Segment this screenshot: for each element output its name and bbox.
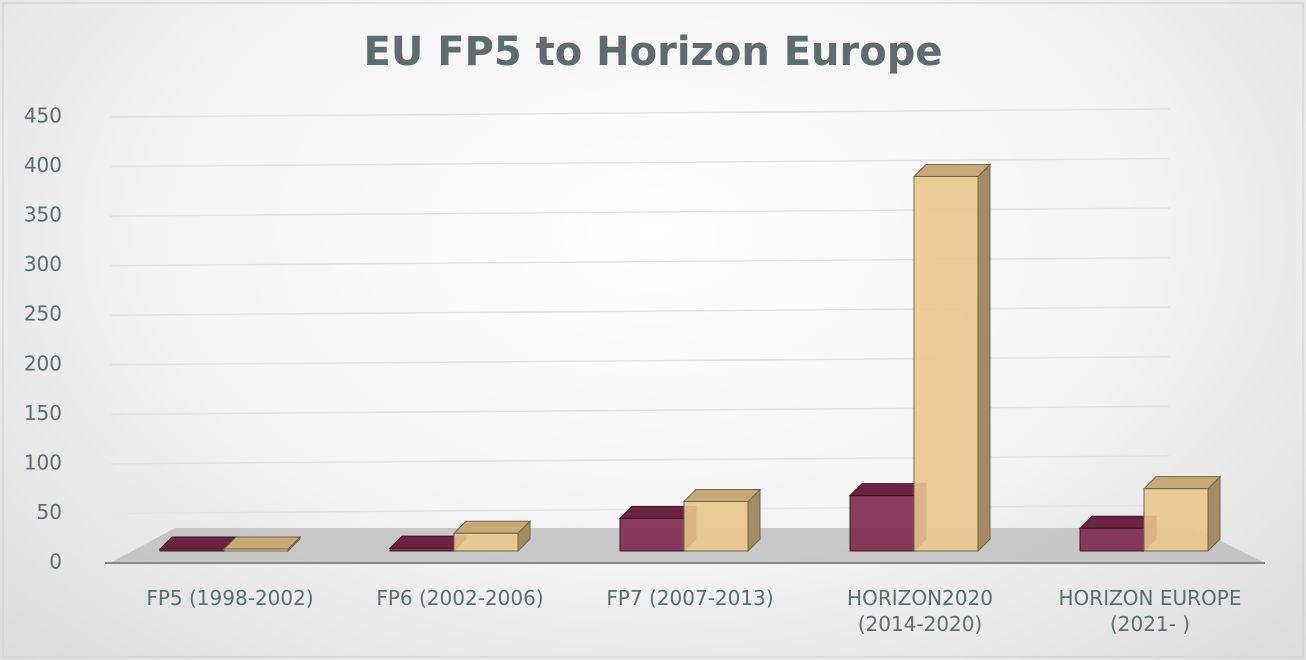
x-tick-label: FP7 (2007-2013) [606,586,774,610]
y-tick-label: 450 [24,104,62,128]
grid-line [109,356,1171,366]
bar [159,548,225,552]
y-tick-label: 350 [24,203,62,227]
grid-line [109,256,1171,267]
bar [1143,488,1209,552]
grid-line [109,405,1171,416]
bar-top [222,536,302,550]
bar [849,495,915,552]
grid-line [109,207,1171,217]
y-tick-label: 400 [24,153,62,177]
y-tick-label: 300 [24,252,62,276]
y-tick-label: 150 [24,401,62,425]
y-tick-label: 250 [24,302,62,326]
bar [223,548,289,552]
x-tick-label: HORIZON2020 (2014-2020) [847,586,993,636]
bar-top [912,163,992,177]
x-tick-label: FP5 (1998-2002) [146,586,314,610]
bar [913,175,979,552]
grid-line [109,306,1171,316]
grid-line [109,455,1171,465]
bar-top [158,536,238,550]
y-tick-label: 100 [24,450,62,474]
bar-top [1142,476,1222,490]
y-tick-label: 0 [49,550,62,574]
bar-top [452,520,532,534]
grid-line [109,157,1171,168]
y-tick-label: 200 [24,351,62,375]
bar-side [1207,475,1221,553]
bar-top [682,489,762,503]
x-tick-label: HORIZON EUROPE (2021- ) [1058,586,1242,636]
bar [619,517,685,552]
bar-side [977,163,991,553]
y-tick-label: 50 [37,500,62,524]
bar [389,547,455,552]
chart-title: EU FP5 to Horizon Europe [364,29,943,75]
bar [683,501,749,552]
bar [1079,527,1145,552]
bar [453,532,519,552]
grid-line [109,108,1171,118]
x-tick-label: FP6 (2002-2006) [376,586,544,610]
